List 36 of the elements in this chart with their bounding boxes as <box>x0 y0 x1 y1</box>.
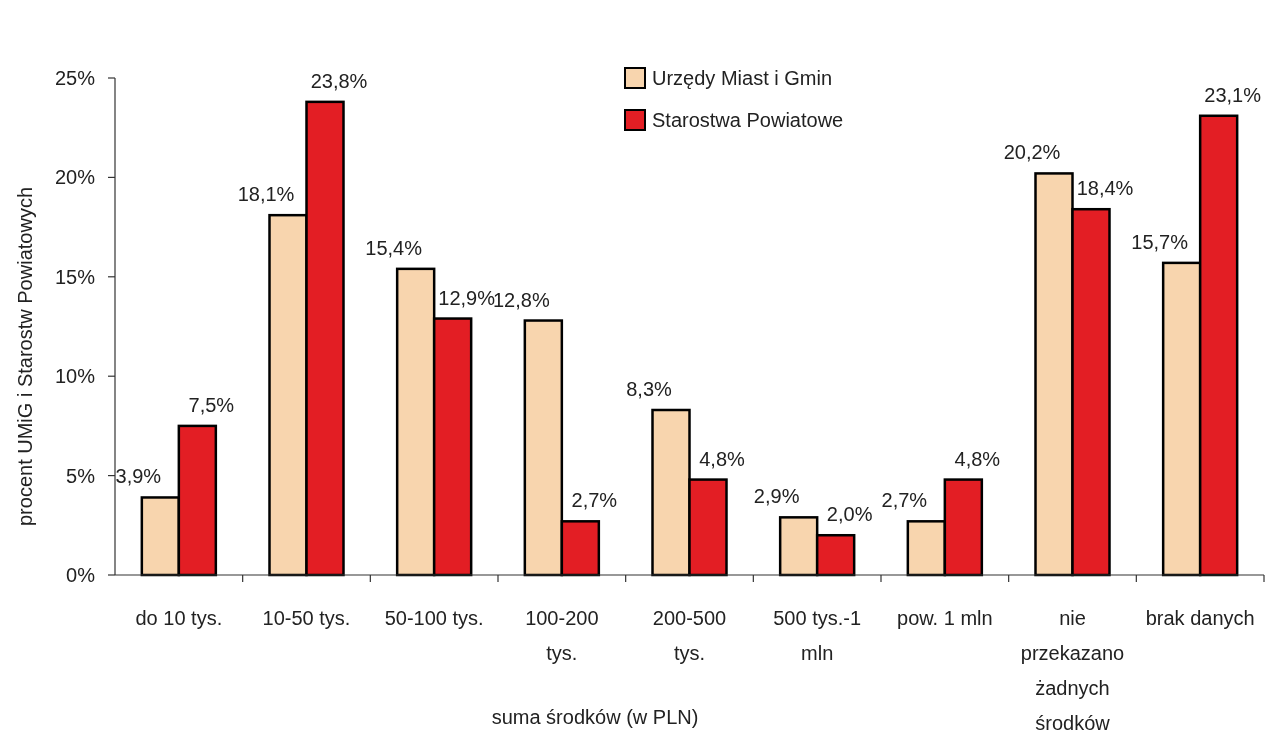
x-tick-label: brak danych <box>1145 607 1255 629</box>
x-tick-label: do 10 tys. <box>135 607 223 629</box>
x-tick-label: 100-200 tys. <box>525 607 599 664</box>
x-tick-label: 50-100 tys. <box>384 607 484 629</box>
data-label: 2,7% <box>571 489 618 512</box>
y-tick-label: 0% <box>66 564 96 586</box>
data-label: 7,5% <box>188 393 235 416</box>
data-label: 4,8% <box>954 447 1001 470</box>
y-tick-label: 20% <box>54 166 96 189</box>
x-tick-label: pow. 1 mln <box>897 607 993 629</box>
y-tick-label: 25% <box>54 67 96 89</box>
data-label: 18,1% <box>237 183 295 206</box>
x-tick-label: 200-500 tys. <box>652 607 727 664</box>
data-label: 3,9% <box>115 465 162 488</box>
data-label: 2,9% <box>753 485 800 508</box>
data-label: 23,8% <box>310 69 368 92</box>
y-axis-title: procent UMiG i Starostw Powiatowych <box>14 186 36 527</box>
data-label: 20,2% <box>1003 141 1061 164</box>
data-label: 2,7% <box>881 489 928 512</box>
data-label: 2,0% <box>826 503 873 526</box>
x-tick-label: 10-50 tys. <box>262 607 351 629</box>
data-label: 15,7% <box>1131 230 1189 253</box>
data-label: 23,1% <box>1204 83 1262 106</box>
y-tick-label: 15% <box>54 265 96 288</box>
data-label: 8,3% <box>626 378 673 400</box>
data-label: 15,4% <box>365 236 423 259</box>
legend-label: Urzędy Miast i Gmin <box>652 67 833 89</box>
x-tick-label: nie przekazano żadnych środków <box>1020 607 1125 734</box>
x-axis-title: suma środków (w PLN) <box>491 706 699 728</box>
data-label: 18,4% <box>1076 177 1134 200</box>
y-tick-label: 5% <box>66 464 96 487</box>
data-label: 12,9% <box>438 286 496 309</box>
data-label: 4,8% <box>699 447 746 470</box>
x-tick-label: 500 tys.-1 mln <box>773 607 862 664</box>
y-tick-label: 10% <box>54 365 96 388</box>
legend-label: Starostwa Powiatowe <box>652 109 844 131</box>
